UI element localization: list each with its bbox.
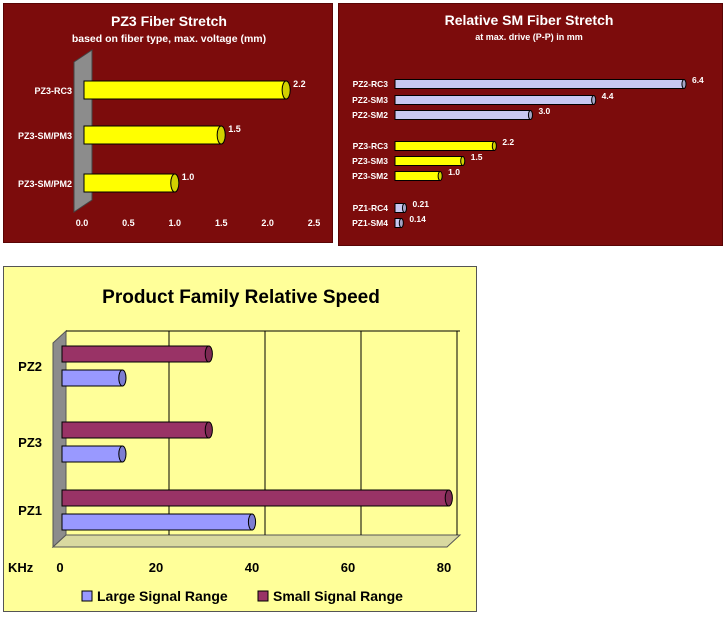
relative-sm-fiber-stretch-svg: Relative SM Fiber Stretch at max. drive (… [352, 12, 704, 228]
category-label: PZ1-SM4 [352, 218, 388, 228]
bar-large-signal-cap [247, 513, 257, 531]
bar [394, 110, 531, 120]
bar-cap [491, 141, 497, 151]
legend-label: Large Signal Range [97, 588, 228, 604]
x-tick-label: 80 [437, 560, 451, 575]
bar [394, 141, 495, 151]
x-tick-label: 60 [341, 560, 355, 575]
bar-small-signal [61, 421, 210, 439]
bar-cap [591, 95, 597, 105]
bar-small-signal-cap [444, 489, 453, 507]
category-label: PZ2 [18, 359, 42, 374]
data-label: 0.21 [412, 199, 429, 209]
relative-sm-fiber-stretch-chart: Relative SM Fiber Stretch at max. drive (… [338, 3, 723, 246]
data-label: 2.2 [293, 79, 306, 89]
product-family-relative-speed-chart: Product Family Relative Speed PZ2 PZ3 PZ1 KH… [3, 266, 477, 612]
bar [394, 171, 441, 181]
legend-label: Small Signal Range [273, 588, 403, 604]
bar-cap [170, 173, 180, 193]
legend-swatch [81, 590, 93, 602]
x-tick-label: 1.0 [169, 218, 182, 228]
category-label: PZ3-SM3 [352, 156, 388, 166]
bar-large-signal-cap [118, 445, 127, 463]
bar-cap [398, 218, 404, 228]
data-label: 1.5 [471, 152, 483, 162]
bar [83, 80, 287, 100]
data-label: 1.0 [448, 167, 460, 177]
category-label: PZ1 [18, 503, 42, 518]
bar-large-signal [61, 369, 123, 387]
bar-cap [216, 125, 226, 145]
data-label: 0.14 [409, 214, 426, 224]
bar [83, 125, 222, 145]
chart-title: PZ3 Fiber Stretch [111, 13, 227, 29]
data-label: 3.0 [538, 106, 550, 116]
data-label: 6.4 [692, 75, 704, 85]
legend-swatch [257, 590, 269, 602]
pz3-fiber-stretch-chart: PZ3 Fiber Stretch based on fiber type, ma… [3, 3, 333, 243]
data-label: 1.5 [228, 124, 241, 134]
bar-small-signal [61, 345, 210, 363]
bar-small-signal-cap [204, 345, 213, 363]
category-label: PZ3-RC3 [353, 141, 389, 151]
x-tick-label: 0.0 [76, 218, 89, 228]
pz3-fiber-stretch-svg: PZ3 Fiber Stretch based on fiber type, ma… [18, 13, 321, 228]
x-tick-label: 2.5 [308, 218, 321, 228]
category-label: PZ3-RC3 [34, 86, 72, 96]
data-label: 1.0 [182, 172, 195, 182]
bar-cap [281, 80, 291, 100]
category-label: PZ3-SM/PM3 [18, 131, 72, 141]
bar-small-signal-cap [204, 421, 213, 439]
chart-subtitle: at max. drive (P-P) in mm [475, 32, 583, 42]
bar-large-signal [61, 445, 123, 463]
category-label: PZ2-SM2 [352, 110, 388, 120]
x-tick-label: 20 [149, 560, 163, 575]
category-label: PZ2-SM3 [352, 95, 388, 105]
x-tick-label: 1.5 [215, 218, 228, 228]
bar-cap [460, 156, 466, 166]
bar [394, 156, 464, 166]
x-axis-label: KHz [8, 560, 34, 575]
category-label: PZ1-RC4 [353, 203, 389, 213]
bar-cap [681, 79, 687, 89]
category-label: PZ3 [18, 435, 42, 450]
chart-title: Product Family Relative Speed [102, 287, 380, 308]
chart-subtitle: based on fiber type, max. voltage (mm) [72, 33, 266, 45]
x-tick-label: 2.0 [261, 218, 274, 228]
category-label: PZ3-SM2 [352, 171, 388, 181]
category-label: PZ3-SM/PM2 [18, 179, 72, 189]
chart-title: Relative SM Fiber Stretch [445, 12, 614, 28]
bar-cap [437, 171, 443, 181]
bar [83, 173, 176, 193]
data-label: 2.2 [502, 137, 514, 147]
chart-floor [51, 534, 462, 548]
x-tick-label: 40 [245, 560, 259, 575]
bar-small-signal [61, 489, 450, 507]
x-tick-label: 0.5 [122, 218, 135, 228]
x-tick-label: 0 [56, 560, 63, 575]
bar-cap [527, 110, 533, 120]
bar [394, 79, 685, 89]
bar-large-signal-cap [118, 369, 127, 387]
bar-large-signal [61, 513, 253, 531]
data-label: 4.4 [602, 91, 614, 101]
product-family-relative-speed-svg: Product Family Relative Speed PZ2 PZ3 PZ1 KH… [8, 287, 462, 604]
category-label: PZ2-RC3 [353, 79, 389, 89]
bar-cap [401, 203, 408, 213]
bar [394, 95, 595, 105]
